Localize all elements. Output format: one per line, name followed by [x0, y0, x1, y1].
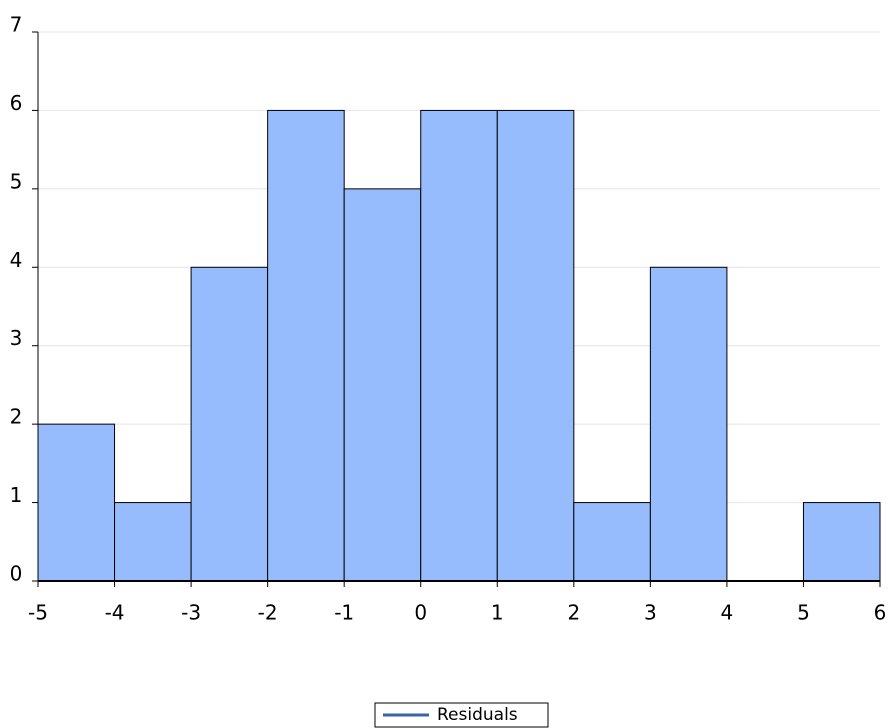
bar	[496, 109, 575, 582]
bar	[190, 266, 269, 582]
x-tick-label: 1	[491, 601, 504, 625]
x-tick-label: -3	[181, 601, 201, 625]
x-tick-label: 0	[414, 601, 427, 625]
bar	[802, 502, 881, 582]
x-tick-label: 5	[797, 601, 810, 625]
x-tick-label: 2	[567, 601, 580, 625]
bar	[37, 423, 116, 582]
x-tick-label: 6	[874, 601, 887, 625]
bar	[420, 109, 498, 582]
bar	[343, 188, 422, 582]
y-tick-label: 3	[10, 326, 23, 350]
x-tick-label: 4	[721, 601, 734, 625]
y-tick-label: 1	[10, 483, 23, 507]
bar	[649, 266, 728, 582]
y-tick-label: 0	[10, 562, 23, 586]
x-tick-label: -2	[258, 601, 278, 625]
y-tick-label: 2	[10, 405, 23, 429]
y-tick-label: 6	[10, 91, 23, 115]
y-tick-label: 5	[10, 169, 23, 193]
bar	[573, 502, 651, 582]
y-tick-label: 7	[10, 13, 23, 37]
x-tick-label: -5	[28, 601, 48, 625]
y-tick-label: 4	[10, 248, 23, 272]
bar	[267, 109, 345, 582]
legend-label: Residuals	[437, 705, 518, 725]
x-tick-label: -4	[105, 601, 125, 625]
bar	[114, 502, 192, 582]
x-tick-label: 3	[644, 601, 657, 625]
x-tick-label: -1	[334, 601, 354, 625]
